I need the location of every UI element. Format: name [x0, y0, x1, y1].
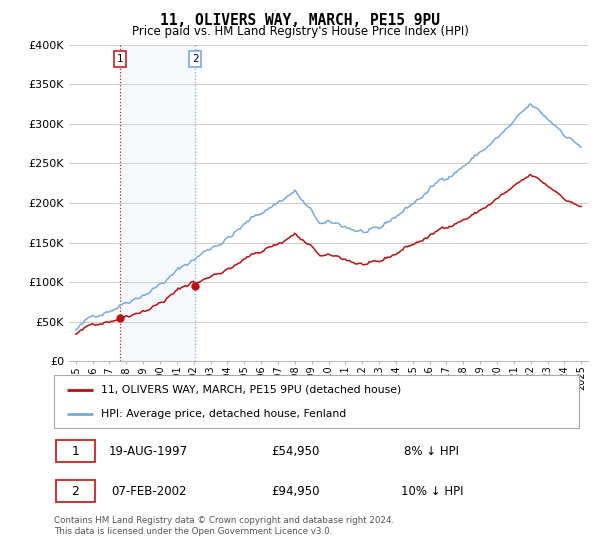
- Text: £94,950: £94,950: [271, 485, 320, 498]
- FancyBboxPatch shape: [56, 480, 95, 502]
- Text: 8% ↓ HPI: 8% ↓ HPI: [404, 445, 460, 458]
- Text: 10% ↓ HPI: 10% ↓ HPI: [401, 485, 463, 498]
- Text: Contains HM Land Registry data © Crown copyright and database right 2024.
This d: Contains HM Land Registry data © Crown c…: [54, 516, 394, 536]
- Text: HPI: Average price, detached house, Fenland: HPI: Average price, detached house, Fenl…: [101, 409, 347, 419]
- Text: 1: 1: [117, 54, 124, 64]
- FancyBboxPatch shape: [56, 440, 95, 462]
- Text: £54,950: £54,950: [271, 445, 320, 458]
- Text: 11, OLIVERS WAY, MARCH, PE15 9PU: 11, OLIVERS WAY, MARCH, PE15 9PU: [160, 13, 440, 29]
- Text: 19-AUG-1997: 19-AUG-1997: [109, 445, 188, 458]
- Text: 11, OLIVERS WAY, MARCH, PE15 9PU (detached house): 11, OLIVERS WAY, MARCH, PE15 9PU (detach…: [101, 385, 401, 395]
- Text: 07-FEB-2002: 07-FEB-2002: [111, 485, 186, 498]
- Text: 1: 1: [71, 445, 79, 458]
- Bar: [120, 45, 195, 361]
- Text: 2: 2: [71, 485, 79, 498]
- Text: 2: 2: [192, 54, 199, 64]
- Text: Price paid vs. HM Land Registry's House Price Index (HPI): Price paid vs. HM Land Registry's House …: [131, 25, 469, 38]
